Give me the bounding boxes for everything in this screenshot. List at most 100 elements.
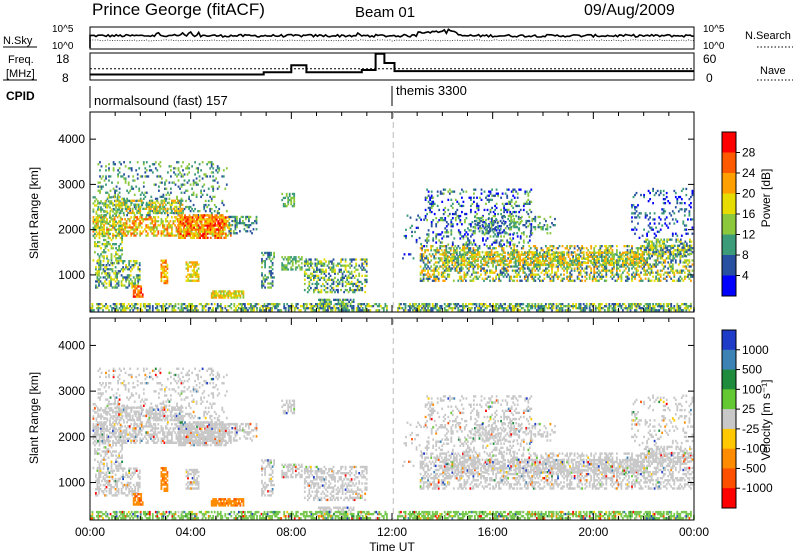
power-cell bbox=[351, 309, 353, 312]
power-cell bbox=[210, 309, 213, 312]
power-cell bbox=[177, 185, 180, 188]
power-cell bbox=[104, 202, 107, 205]
power-cell bbox=[92, 216, 95, 219]
power-cell bbox=[108, 280, 111, 283]
power-cell bbox=[599, 245, 602, 248]
power-cell bbox=[126, 305, 128, 308]
power-cell bbox=[303, 274, 306, 277]
power-cell bbox=[98, 245, 101, 248]
power-cell bbox=[166, 275, 169, 279]
power-cell bbox=[275, 307, 278, 310]
power-cell bbox=[270, 266, 272, 269]
power-cell bbox=[682, 261, 685, 264]
power-cell bbox=[590, 247, 593, 250]
power-cell bbox=[486, 271, 488, 274]
power-cell bbox=[625, 307, 627, 310]
power-cell bbox=[647, 279, 650, 282]
power-cell bbox=[347, 291, 350, 294]
power-cell bbox=[97, 309, 100, 312]
power-cell bbox=[522, 259, 525, 262]
power-cell bbox=[97, 202, 99, 205]
power-cell bbox=[513, 257, 516, 260]
power-cell bbox=[177, 307, 180, 310]
power-cell bbox=[483, 257, 485, 260]
power-cell bbox=[271, 280, 274, 283]
power-cell bbox=[115, 247, 117, 250]
power-cell bbox=[641, 267, 644, 270]
power-cell bbox=[455, 269, 458, 272]
power-cell bbox=[118, 208, 120, 211]
power-cell bbox=[539, 309, 541, 312]
power-cell bbox=[194, 216, 197, 219]
power-cell bbox=[551, 245, 553, 248]
power-cell bbox=[221, 294, 224, 297]
power-cell bbox=[520, 251, 523, 254]
power-cell bbox=[336, 298, 338, 301]
power-cell bbox=[162, 205, 164, 208]
power-cell bbox=[670, 277, 673, 280]
power-cell bbox=[288, 262, 291, 265]
power-cell bbox=[628, 267, 630, 270]
power-cell bbox=[223, 232, 226, 235]
power-cell bbox=[218, 222, 221, 225]
power-cell bbox=[295, 303, 298, 306]
power-cell bbox=[664, 309, 667, 312]
power-cell bbox=[204, 173, 207, 176]
power-cell bbox=[179, 224, 182, 227]
power-cell bbox=[617, 305, 620, 308]
power-cell bbox=[588, 277, 591, 280]
power-cell bbox=[572, 303, 574, 306]
power-cell bbox=[238, 292, 240, 295]
power-cell bbox=[114, 303, 116, 306]
power-cell bbox=[427, 259, 429, 262]
power-cell bbox=[492, 255, 494, 258]
power-cell bbox=[472, 267, 475, 270]
power-cell bbox=[511, 309, 514, 312]
power-cell bbox=[462, 279, 464, 282]
power-cell bbox=[355, 264, 358, 267]
power-cell bbox=[213, 218, 216, 221]
power-cell bbox=[290, 266, 293, 269]
power-cell bbox=[597, 305, 600, 308]
noise-search-line bbox=[89, 39, 694, 42]
power-cell bbox=[179, 222, 182, 225]
power-cell bbox=[522, 307, 525, 310]
power-cell bbox=[340, 268, 342, 271]
power-cell bbox=[98, 257, 101, 260]
power-cell bbox=[563, 259, 565, 262]
power-cell bbox=[514, 251, 517, 254]
power-cell bbox=[134, 260, 137, 263]
power-cell bbox=[495, 251, 497, 254]
power-cell bbox=[162, 305, 165, 308]
power-cell bbox=[132, 295, 135, 298]
power-cell bbox=[186, 181, 189, 184]
power-cell bbox=[187, 267, 189, 270]
power-cell bbox=[644, 269, 647, 272]
power-cell bbox=[526, 251, 529, 254]
power-cell bbox=[662, 251, 665, 254]
power-cell bbox=[282, 268, 285, 271]
power-cell bbox=[582, 307, 585, 310]
power-cell bbox=[328, 278, 330, 281]
power-cell bbox=[115, 189, 118, 192]
power-cell bbox=[558, 259, 561, 262]
power-cell bbox=[616, 263, 618, 266]
power-cell bbox=[526, 309, 529, 312]
power-cell bbox=[171, 209, 173, 212]
power-cell bbox=[448, 265, 451, 268]
power-cell bbox=[551, 305, 553, 308]
power-cell bbox=[145, 230, 148, 233]
power-cell bbox=[613, 305, 615, 308]
power-cell bbox=[196, 236, 198, 239]
power-cell bbox=[314, 274, 317, 277]
power-cell bbox=[118, 212, 121, 215]
power-cell bbox=[667, 271, 670, 274]
power-cell bbox=[166, 271, 169, 274]
power-cell bbox=[628, 305, 630, 308]
power-cell bbox=[522, 263, 525, 266]
power-cell bbox=[588, 275, 591, 278]
power-cell bbox=[576, 257, 579, 260]
power-cell bbox=[314, 282, 317, 286]
power-cell bbox=[287, 198, 290, 202]
power-cell bbox=[181, 220, 183, 223]
